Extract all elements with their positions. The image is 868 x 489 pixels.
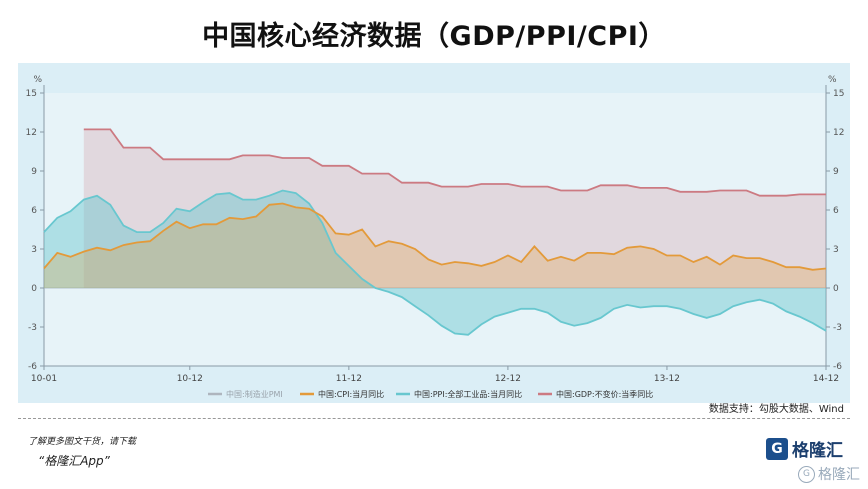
y-tick-label-left: 3 (31, 245, 37, 255)
corner-watermark: G 格隆汇 (798, 464, 860, 484)
y-tick-label-left: 12 (26, 128, 37, 138)
legend-label-gdp: 中国:GDP:不变价:当季同比 (556, 389, 653, 399)
x-tick-label: 10-01 (31, 374, 57, 384)
watermark-text: 格隆汇 (818, 467, 860, 483)
y-tick-label-left: 0 (31, 284, 37, 294)
brand-logo-mark: G (766, 437, 788, 460)
y-tick-label-right: 9 (833, 167, 839, 177)
gdp-area (83, 129, 827, 288)
brand-logo-text: 格隆汇 (792, 441, 843, 461)
x-tick-label: 12-12 (495, 374, 521, 384)
footer-download-note: 了解更多图文干货，请下载 (28, 437, 137, 447)
gdp-line (83, 128, 826, 197)
chart-svg: 15 15 12 12 9 9 6 6 3 3 0 0 -3 -3 -6 -6% % 10-01 10-12 11-1… (26, 75, 845, 399)
y-unit-right: % (828, 75, 837, 85)
ppi-area (44, 190, 826, 335)
y-unit-left: % (33, 75, 42, 85)
footer-app-name: “格隆汇App” (38, 454, 110, 468)
x-tick-label: 13-12 (654, 374, 680, 384)
brand-logo: G 格隆汇 (766, 436, 843, 461)
y-tick-label-right: -3 (833, 323, 842, 333)
footer-divider (18, 418, 850, 419)
ppi-line (43, 189, 827, 336)
y-tick-label-left: 15 (26, 89, 37, 99)
x-tick-label: 10-12 (177, 374, 203, 384)
cpi-area (44, 203, 826, 288)
cpi-line (43, 202, 827, 271)
legend-label-ppi: 中国:PPI:全部工业品:当月同比 (414, 389, 522, 399)
y-tick-label-right: 0 (833, 284, 839, 294)
legend-label-cpi: 中国:CPI:当月同比 (318, 389, 384, 399)
y-tick-label-right: 12 (833, 128, 844, 138)
chart-panel: 15 15 12 12 9 9 6 6 3 3 0 0 -3 -3 -6 -6%% 10-01 10-12 11-1… (18, 63, 850, 403)
y-tick-label-left: -3 (28, 323, 37, 333)
x-tick-label: 14-12 (813, 374, 839, 384)
x-tick-label: 11-12 (336, 374, 362, 384)
watermark-mark: G (798, 465, 815, 483)
y-tick-label-right: 6 (833, 206, 839, 216)
legend-label-pmi: 中国:制造业PMI (226, 389, 283, 399)
y-tick-label-right: -6 (833, 362, 842, 372)
y-tick-label-right: 3 (833, 245, 839, 255)
page-title: 中国核心经济数据（GDP/PPI/CPI） (202, 21, 666, 52)
y-tick-label-right: 15 (833, 89, 844, 99)
data-source-note: 数据支持：勾股大数据、Wind (708, 404, 844, 415)
y-tick-label-left: 6 (31, 206, 37, 216)
y-tick-label-left: 9 (31, 167, 37, 177)
y-tick-label-left: -6 (28, 362, 37, 372)
